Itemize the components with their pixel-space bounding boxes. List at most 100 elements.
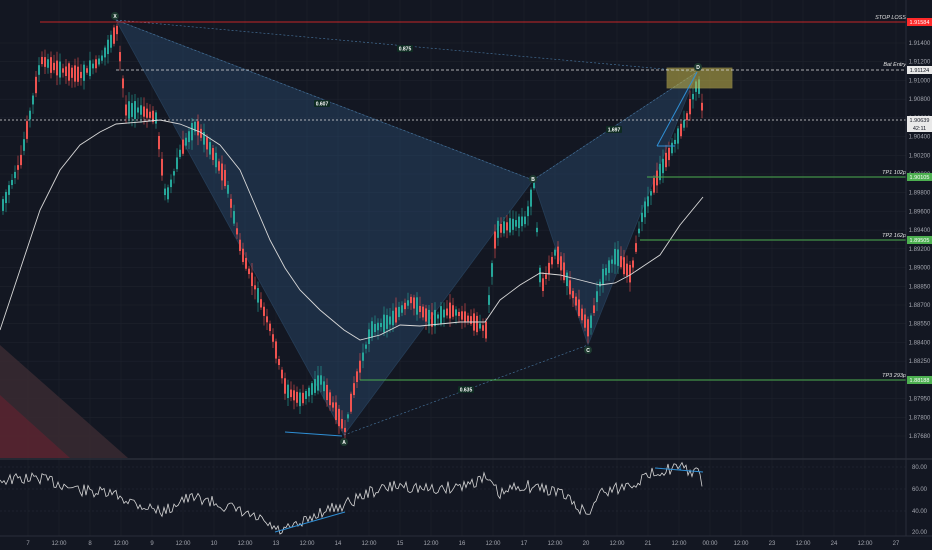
candle-body [164,188,166,196]
candle-body [428,309,430,327]
candle-body [257,288,259,303]
time-tick-label: 12:00 [361,541,377,547]
candle-body [308,387,310,397]
rsi-pane[interactable]: ↓ [0,461,906,535]
time-tick-label: 12:00 [733,541,749,547]
candle-body [401,305,403,313]
candle-body [479,323,481,329]
ratio-label-xb: 0.607 [314,100,330,108]
candle-body [536,227,538,233]
candle-body [560,256,562,271]
candle-body [497,220,499,238]
candle-body [50,57,52,73]
candle-body [515,220,517,227]
candle-body [149,111,151,118]
candle-body [635,243,637,252]
candle-body [668,147,670,161]
time-tick-label: 15 [397,541,404,547]
candle-body [311,383,313,395]
candle-body [326,384,328,401]
candle-body [608,260,610,273]
candle-body [611,259,613,264]
candle-body [410,296,412,304]
candle-body [581,308,583,321]
candle-body [692,93,694,100]
candle-body [659,163,661,181]
candle-body [110,34,112,48]
candle-body [584,314,586,328]
candle-body [674,139,676,145]
candle-body [74,65,76,82]
candle-body [278,358,280,366]
candle-body [407,300,409,306]
time-tick-label: 12:00 [485,541,501,547]
candle-body [317,375,319,391]
candle-body [449,302,451,319]
time-tick-label: 00:00 [702,541,718,547]
candle-body [56,60,58,76]
candle-body [377,322,379,331]
time-tick-label: 9 [150,541,154,547]
candle-body [116,25,118,35]
candle-body [38,65,40,75]
candle-body [200,128,202,138]
candle-body [578,299,580,317]
final-leg-lines [284,71,698,437]
grid [0,0,906,536]
candle-body [53,62,55,71]
candle-body [683,120,685,128]
bd-line [532,71,698,181]
tp2-badge: 1.89505 [907,236,932,244]
price-tick-label: 1.88850 [909,284,931,290]
candle-body [296,391,298,403]
tp1-badge: 1.90105 [907,173,932,181]
point-a-marker: A [340,438,348,446]
candle-body [563,262,565,281]
svg-text:D: D [696,65,700,71]
ratio-label-xd: 0.875 [397,45,413,53]
candle-body [2,199,4,211]
candle-body [446,308,448,316]
candle-body [59,61,61,78]
candle-body [371,321,373,338]
candle-body [137,107,139,113]
candle-body [569,280,571,295]
candle-body [263,306,265,316]
time-axis[interactable]: 7 12:00 8 12:00 9 12:00 10 12:00 13 12:00 14 12:00 1… [26,541,900,547]
candle-body [272,334,274,342]
candle-body [323,381,325,392]
candle-body [701,102,703,111]
time-tick-label: 7 [26,541,30,547]
candle-body [251,272,253,287]
candle-body [299,392,301,407]
candle-body [629,264,631,283]
time-tick-label: 12:00 [423,541,439,547]
candle-body [557,246,559,265]
candle-body [101,55,103,61]
point-d-marker: D [694,63,702,71]
rsi-tick-label: 20.00 [912,530,928,536]
candle-body [275,341,277,359]
candle-body [650,191,652,196]
candle-body [269,323,271,332]
bat-entry-zone[interactable] [666,67,733,89]
svg-text:B: B [531,177,535,183]
candle-body [230,198,232,208]
candle-body [620,256,622,268]
candle-body [254,285,256,290]
time-tick-label: 8 [88,541,92,547]
time-tick-label: 10 [211,541,218,547]
candle-body [122,78,124,89]
svg-text:0.635: 0.635 [460,388,473,394]
candle-body [641,212,643,222]
candle-body [140,105,142,115]
candle-body [656,170,658,186]
ac-line [343,344,589,436]
rsi-axis[interactable]: 80.00 60.00 40.00 20.00 [912,465,928,536]
candle-body [572,290,574,299]
candle-body [338,408,340,427]
candle-body [125,104,127,116]
candle-body [398,306,400,318]
